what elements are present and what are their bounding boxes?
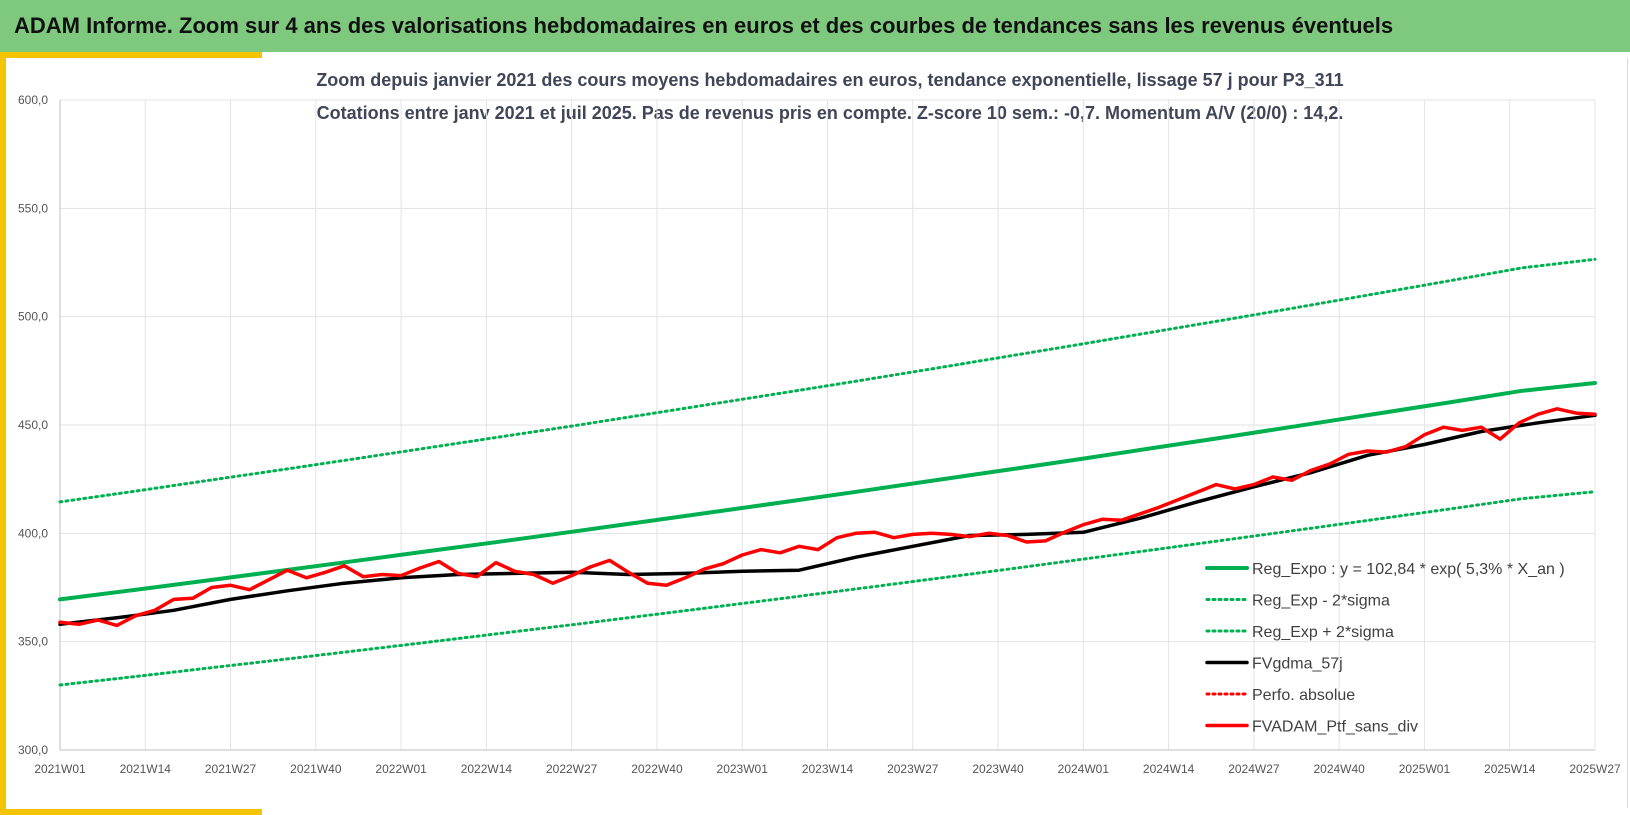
x-tick-label: 2025W14	[1484, 762, 1536, 776]
x-tick-label: 2024W40	[1313, 762, 1365, 776]
y-tick-label: 350,0	[18, 635, 48, 649]
series-line-fvgdma-57j	[58, 413, 1597, 627]
legend: Reg_Expo : y = 102,84 * exp( 5,3% * X_an…	[1205, 561, 1565, 736]
series-line-reg-exp-2-sigma	[58, 257, 1597, 504]
x-tick-label: 2021W40	[290, 762, 342, 776]
x-tick-label: 2024W14	[1143, 762, 1195, 776]
legend-entry-label: Reg_Exp + 2*sigma	[1252, 624, 1394, 641]
chart-title: Zoom depuis janvier 2021 des cours moyen…	[316, 70, 1344, 90]
x-tick-label: 2024W27	[1228, 762, 1280, 776]
title-banner: ADAM Informe. Zoom sur 4 ans des valoris…	[0, 0, 1630, 52]
x-tick-label: 2023W14	[802, 762, 854, 776]
y-tick-label: 300,0	[18, 743, 48, 757]
series-line-reg-exp-2-sigma	[58, 490, 1597, 687]
series-line-fvadam-ptf-sans-div	[58, 407, 1597, 628]
legend-entry-label: Reg_Expo : y = 102,84 * exp( 5,3% * X_an…	[1252, 561, 1565, 578]
y-tick-label: 500,0	[18, 310, 48, 324]
x-tick-label: 2024W01	[1058, 762, 1110, 776]
x-tick-label: 2023W40	[972, 762, 1024, 776]
accent-bar-bottom	[0, 809, 262, 815]
plot-area	[58, 257, 1597, 687]
x-tick-label: 2023W01	[717, 762, 769, 776]
x-tick-label: 2022W01	[375, 762, 427, 776]
accent-bar-left	[0, 52, 6, 815]
y-axis: 300,0 350,0 400,0 450,0 500,0 550,0 600,0	[18, 93, 61, 757]
x-tick-label: 2022W40	[631, 762, 683, 776]
x-tick-label: 2022W27	[546, 762, 598, 776]
y-tick-label: 600,0	[18, 93, 48, 107]
y-tick-label: 400,0	[18, 526, 48, 540]
series-line-reg-expo-y-102-84-exp-5-3-x-an	[58, 381, 1597, 602]
x-tick-label: 2021W01	[34, 762, 86, 776]
legend-entry-label: Reg_Exp - 2*sigma	[1252, 593, 1390, 610]
x-tick-label: 2021W27	[205, 762, 257, 776]
x-tick-label: 2025W01	[1399, 762, 1451, 776]
grid	[59, 99, 1596, 751]
x-tick-label: 2023W27	[887, 762, 939, 776]
x-tick-label: 2021W14	[120, 762, 172, 776]
y-tick-label: 550,0	[18, 201, 48, 215]
x-axis: 2021W01 2021W14 2021W27 2021W40 2022W01 2022W…	[34, 749, 1621, 776]
legend-entry-label: FVADAM_Ptf_sans_div	[1252, 719, 1418, 736]
chart-frame	[6, 58, 1628, 808]
accent-bar-top	[0, 52, 262, 58]
legend-entry-label: FVgdma_57j	[1252, 656, 1343, 673]
y-tick-label: 450,0	[18, 418, 48, 432]
x-tick-label: 2025W27	[1569, 762, 1621, 776]
chart-subtitle: Cotations entre janv 2021 et juil 2025. …	[316, 103, 1344, 123]
page-title: ADAM Informe. Zoom sur 4 ans des valoris…	[14, 13, 1394, 38]
x-tick-label: 2022W14	[461, 762, 513, 776]
legend-entry-label: Perfo. absolue	[1252, 687, 1355, 704]
